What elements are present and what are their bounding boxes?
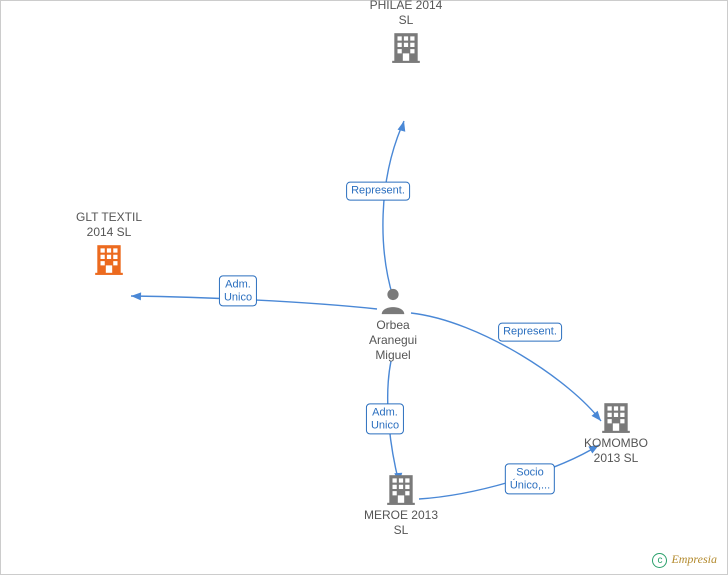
building-icon <box>356 472 446 506</box>
node-center-person[interactable]: OrbeaAraneguiMiguel <box>348 286 438 363</box>
node-glt[interactable]: GLT TEXTIL2014 SL <box>64 208 154 276</box>
edge-label: Represent. <box>346 182 410 201</box>
node-label: OrbeaAraneguiMiguel <box>348 318 438 363</box>
building-icon <box>571 400 661 434</box>
node-label: GLT TEXTIL2014 SL <box>64 210 154 240</box>
diagram-canvas: PHILAE 2014SL GLT TEXTIL2014 SL <box>0 0 728 575</box>
building-icon <box>64 242 154 276</box>
edge-label: Adm.Unico <box>219 275 257 306</box>
person-icon <box>348 286 438 316</box>
node-label: KOMOMBO2013 SL <box>571 436 661 466</box>
edge-label: SocioÚnico,... <box>505 463 555 494</box>
node-philae[interactable]: PHILAE 2014SL <box>361 0 451 64</box>
edge-label: Adm.Unico <box>366 403 404 434</box>
edge-label: Represent. <box>498 323 562 342</box>
footer-text: Empresia <box>671 552 717 566</box>
building-icon <box>361 30 451 64</box>
node-label: MEROE 2013 SL <box>356 508 446 538</box>
copyright-icon: c <box>652 553 667 568</box>
node-label: PHILAE 2014SL <box>361 0 451 28</box>
node-komombo[interactable]: KOMOMBO2013 SL <box>571 400 661 466</box>
footer-credit: c Empresia <box>652 552 717 568</box>
node-meroe[interactable]: MEROE 2013 SL <box>356 472 446 538</box>
